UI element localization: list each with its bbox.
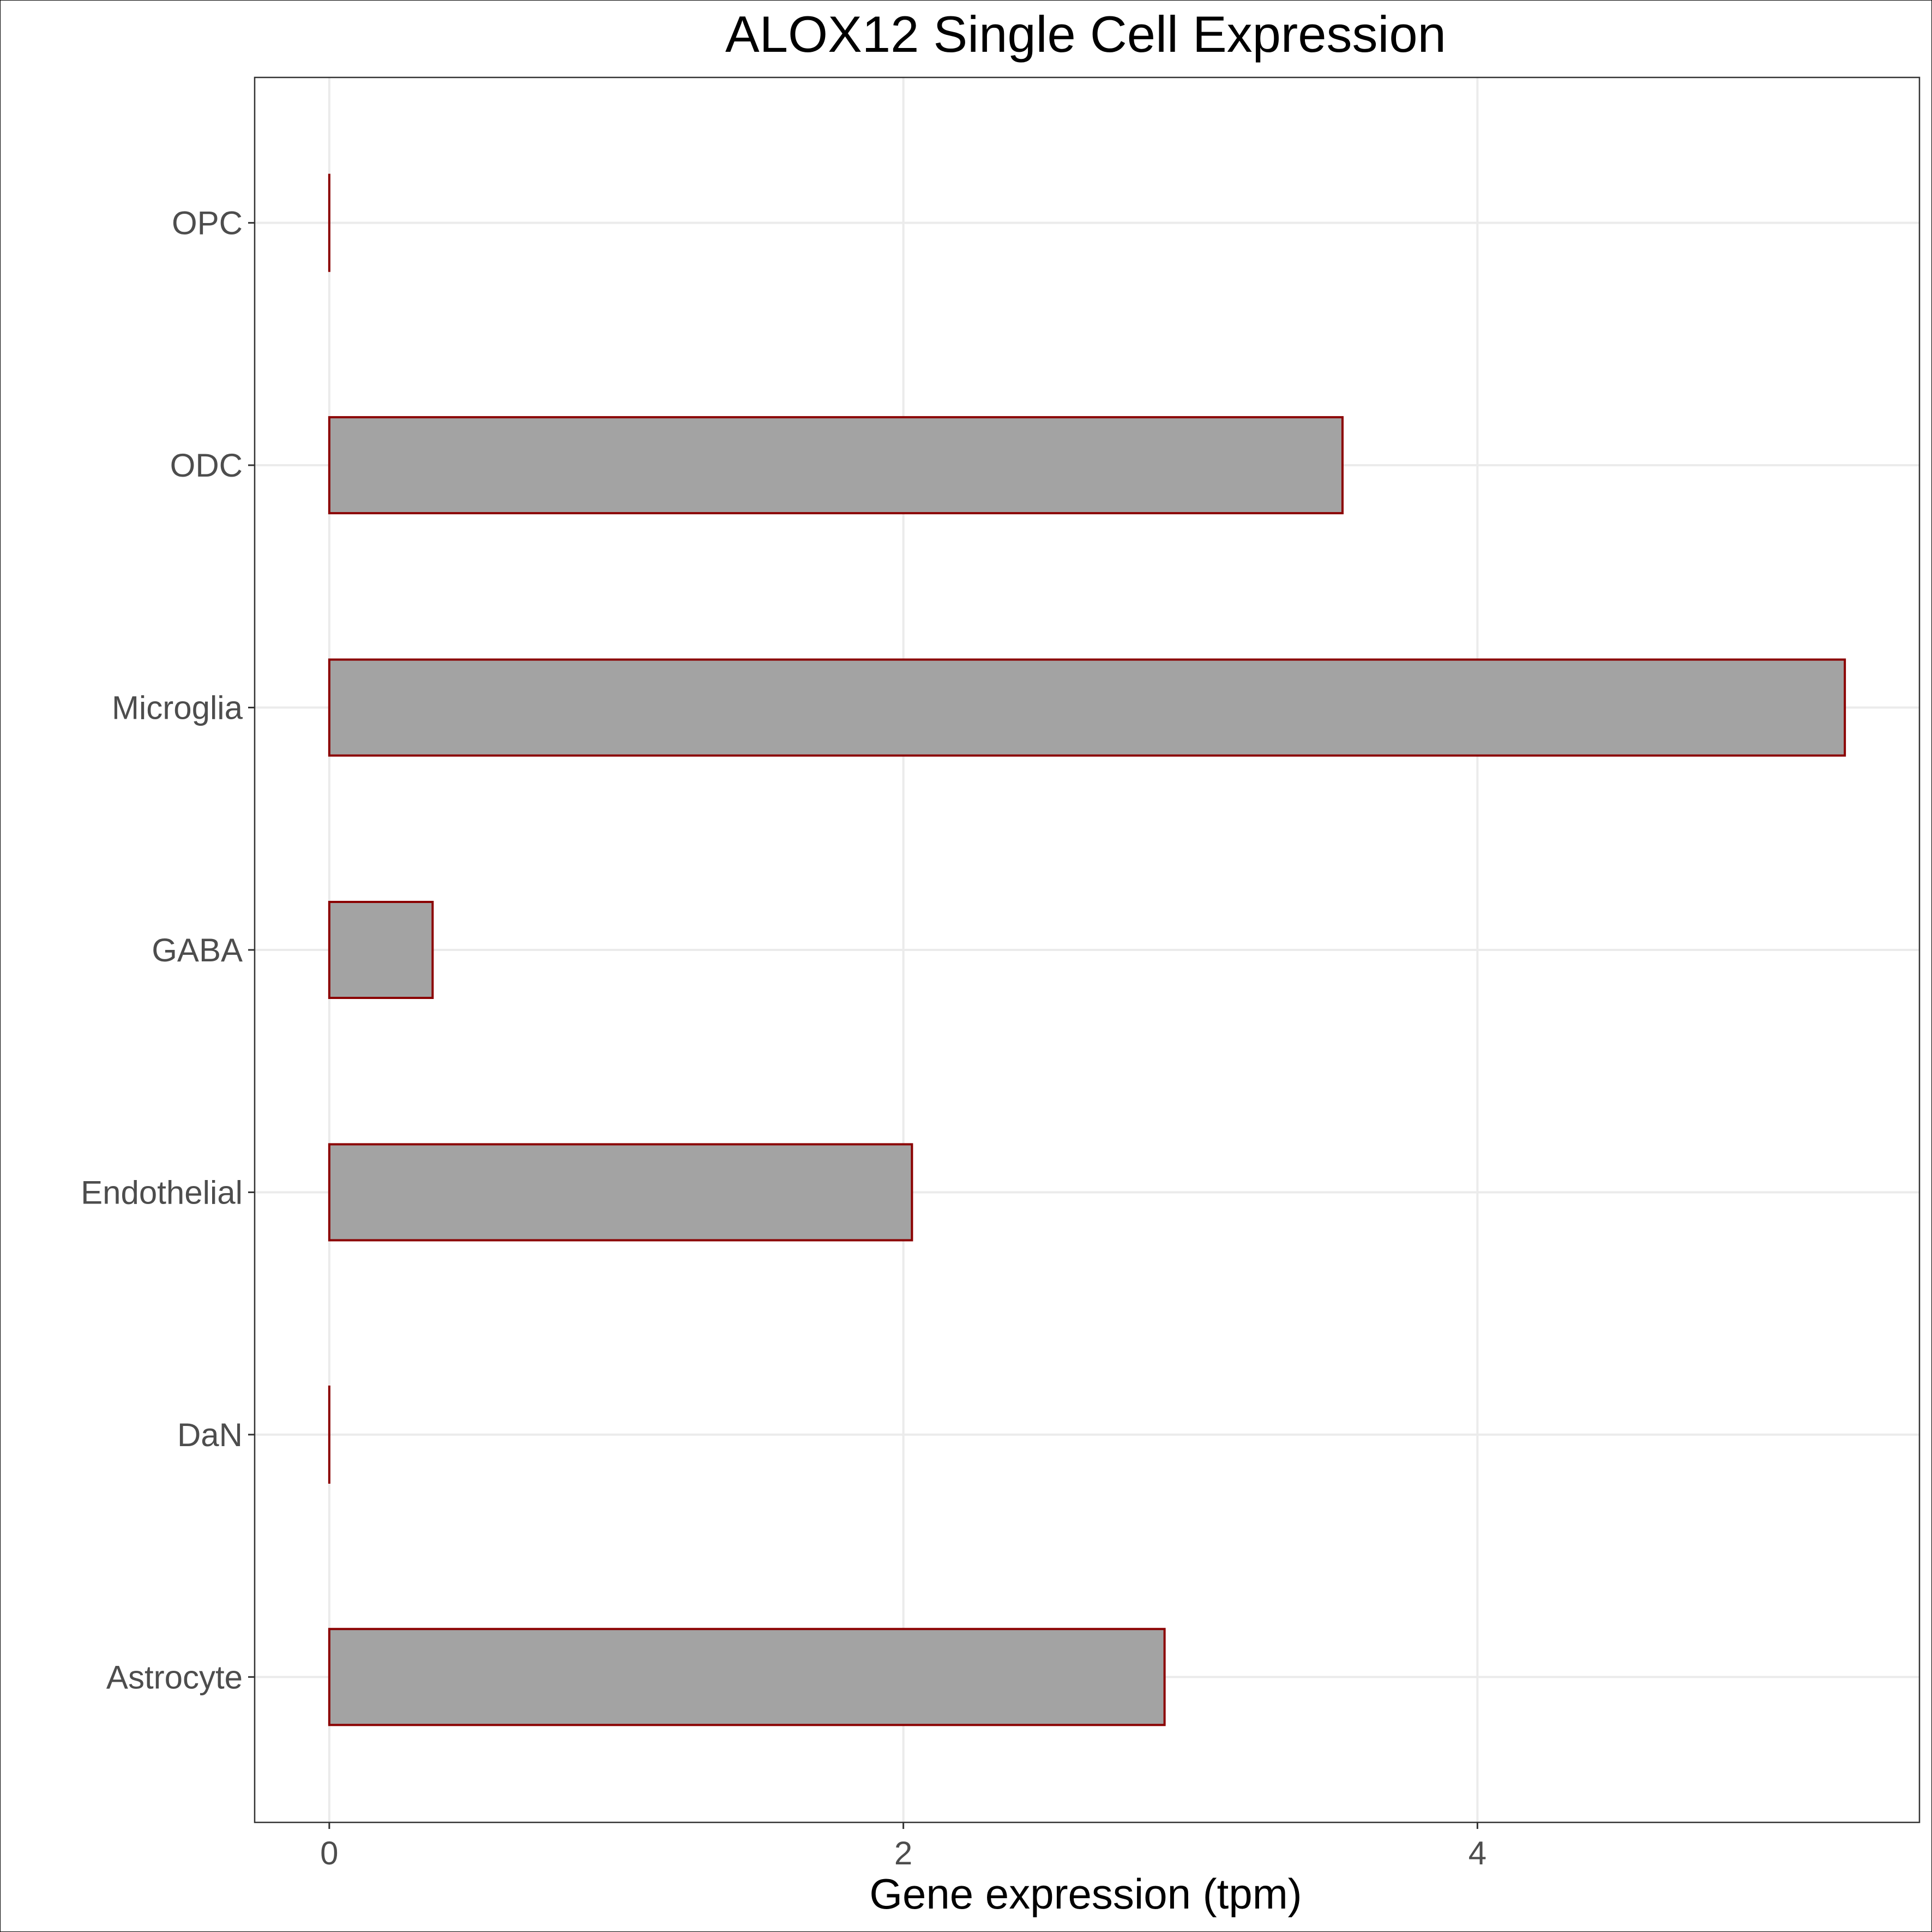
y-axis-ticks: Astrocyte DaN Endothelial GABA Microglia ODC O… [81,205,255,1695]
grid-lines [255,77,1919,1822]
y-tick-label-endothelial: Endothelial [81,1174,243,1211]
bar-odc [328,416,1344,515]
x-axis-ticks: 0 2 4 [320,1822,1486,1871]
bar-astrocyte [328,1628,1166,1726]
x-tick-label-0: 0 [320,1835,338,1871]
bar-endothelial [328,1143,913,1242]
bars [328,173,1846,1726]
chart-title: ALOX12 Single Cell Expression [725,5,1446,63]
y-tick-label-astrocyte: Astrocyte [106,1659,243,1695]
y-tick-label-odc: ODC [170,447,243,484]
x-axis-title: Gene expression (tpm) [869,1870,1302,1918]
y-tick-label-gaba: GABA [152,932,243,968]
y-tick-label-opc: OPC [172,205,243,242]
x-tick-label-4: 4 [1468,1835,1486,1871]
x-tick-label-2: 2 [894,1835,912,1871]
y-tick-label-dan: DaN [177,1417,243,1453]
bar-microglia [328,658,1846,757]
bar-gaba [328,901,434,999]
y-tick-label-microglia: Microglia [112,690,243,726]
